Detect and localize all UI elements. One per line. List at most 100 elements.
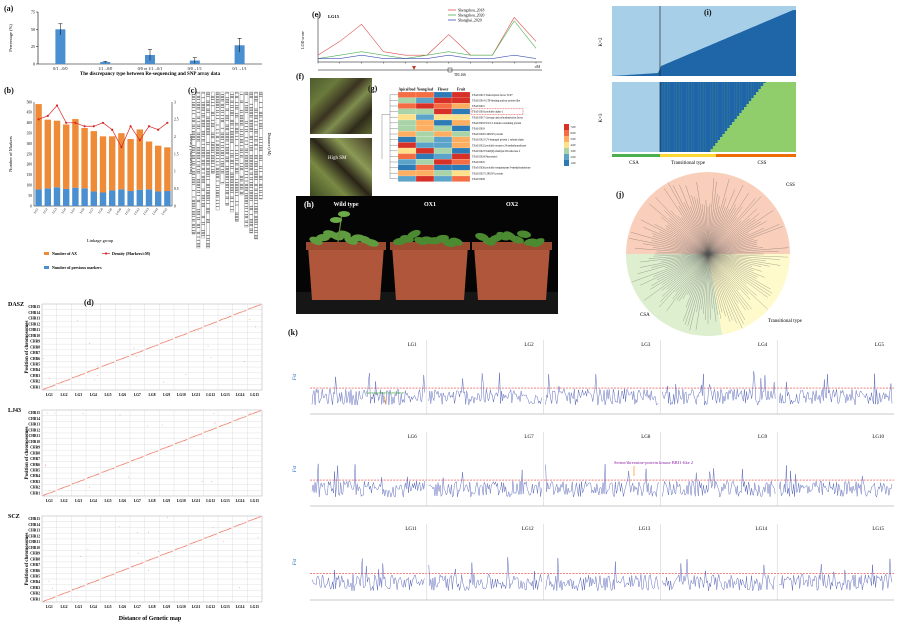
heatmap-cell-g [451, 103, 471, 109]
k3-bar-i [736, 82, 740, 116]
heatmap-cell-g [397, 164, 417, 171]
stem-h [337, 211, 343, 243]
x-tick-label-b: LG7 [88, 207, 95, 214]
bar-ax-b [155, 145, 162, 192]
group-label-transitional-i: Transitional type [671, 161, 706, 166]
panel-label-e: (e) [312, 10, 321, 19]
plant-label-h: OX1 [424, 202, 436, 208]
stray-marker-d [257, 536, 259, 538]
collinearity-segment-d [86, 579, 100, 585]
stray-marker-d [202, 481, 203, 482]
row-label-g: TEA015015 [472, 105, 486, 108]
chromosome-label-d: CHR10 [28, 334, 40, 338]
bar-ax-b [35, 104, 42, 190]
chromosome-label-d: CHR6 [30, 357, 40, 361]
y-tick-label-right-b: 2.5 [174, 118, 179, 122]
leaf-h [510, 235, 524, 244]
chromosome-label-d: CHR1 [30, 597, 40, 601]
tree-branch-j [684, 202, 709, 255]
tree-branch-j [707, 253, 771, 290]
tree-branch-j [707, 206, 743, 255]
chromosome-label-d: CHR6 [30, 569, 40, 573]
fst-line-k [428, 469, 542, 498]
k3-bar-i [763, 82, 766, 83]
row-label-g: TEA015018 WLS-5 domain containing protei… [472, 122, 522, 125]
linkage-group-bar-c [191, 91, 196, 235]
bar-ax-b [145, 141, 153, 190]
tree-branch-j [707, 253, 739, 304]
heatmap-cell-g [451, 136, 471, 143]
tree-branch-j [707, 251, 779, 255]
tree-branch-j [687, 253, 709, 295]
row-label-g: TEA015026 probable sesquiterpene 9-methy… [472, 167, 531, 170]
collinearity-segment-d [233, 309, 247, 316]
tree-branch-j [707, 239, 758, 255]
chromosome-label-d: CHR15 [28, 517, 40, 521]
chromosome-label-d: CHR3 [30, 586, 40, 590]
collinearity-segment-d [204, 321, 218, 327]
k3-bar-i [746, 82, 749, 104]
k3-bar-i [669, 82, 672, 152]
stray-marker-d [245, 562, 247, 564]
tree-branch-j [656, 253, 709, 281]
panel-i: (i) K=2 K=3 CSA Transitional type CSS [594, 0, 802, 170]
tree-branch-j [707, 189, 735, 255]
heatmap-cell-g [433, 159, 453, 165]
high-sm-label: High SM [328, 156, 347, 161]
lg-label-d: LG2 [61, 605, 68, 609]
collinearity-segment-d [42, 384, 56, 390]
y-tick-label-right-b: 0 [174, 204, 176, 208]
tree-branch-j [707, 253, 751, 300]
tree-branch-j [640, 253, 709, 263]
x-tick-label-a: 0/0 or 1/1→0/1 [138, 66, 163, 71]
heatmap-cell-g [397, 108, 417, 115]
tree-branch-j [707, 253, 740, 291]
x-tick-label-b: LG15 [161, 207, 169, 216]
collinearity-segment-d [130, 456, 144, 462]
stray-marker-d [75, 595, 77, 597]
heatmap-cell-g [433, 97, 453, 104]
y-axis-label-right-b: Density (Markers/cM) [189, 134, 194, 175]
chromosome-label-d: CHR6 [30, 463, 40, 467]
density-point-b [46, 114, 49, 117]
lg-label-d: LG13 [221, 393, 230, 397]
fst-line-k [428, 557, 542, 591]
panel-c: (c) Distance (cM) [182, 84, 272, 280]
k3-bar-i [741, 82, 744, 110]
tree-branch-j [707, 253, 762, 272]
chromosome-label-d: CHR15 [28, 411, 40, 415]
chromosome-label-d: CHR4 [30, 580, 40, 584]
tree-branch-j [707, 253, 749, 295]
y-axis-label-k: Fst [293, 558, 298, 566]
collinearity-segment-d [101, 573, 115, 579]
y-axis-label-d: Position of chromosomes [25, 426, 30, 479]
lg-label-d: LG12 [206, 605, 215, 609]
row-label-g: TEA015027 LIPOXY protein [472, 172, 504, 175]
bar-previous-b [136, 189, 143, 206]
legend-label-ax-b: Number of AX [52, 251, 77, 256]
linkage-group-bar-c [211, 91, 215, 174]
stray-marker-d [45, 465, 46, 467]
linkage-group-outline-c [249, 91, 253, 234]
heatmap-cell-g [451, 153, 471, 160]
linkage-group-bar-c [206, 91, 210, 249]
tree-branch-j [672, 253, 709, 300]
tree-branch-j [685, 185, 709, 255]
group-label-css-i: CSS [758, 161, 767, 166]
lg-label-k: LG2 [524, 343, 534, 348]
bar-previous-b [44, 188, 51, 206]
heatmap-cell-g [397, 91, 417, 98]
collinearity-segment-d [233, 521, 247, 528]
linkage-group-bar-c [215, 91, 220, 211]
tree-branch-j [707, 253, 753, 267]
k3-bar-i [688, 82, 692, 152]
collinearity-segment-d [116, 461, 130, 468]
tree-branch-j [652, 247, 709, 255]
stray-marker-d [249, 319, 251, 320]
panel-g: (g) Apical bud Young leaf Flower Fruit TEA01… [368, 84, 578, 194]
collinearity-segment-d [86, 367, 100, 373]
k3-bar-i [758, 82, 761, 89]
collinearity-segment-d [145, 344, 159, 350]
highlight-box-g [470, 108, 524, 115]
density-point-b [120, 145, 123, 149]
